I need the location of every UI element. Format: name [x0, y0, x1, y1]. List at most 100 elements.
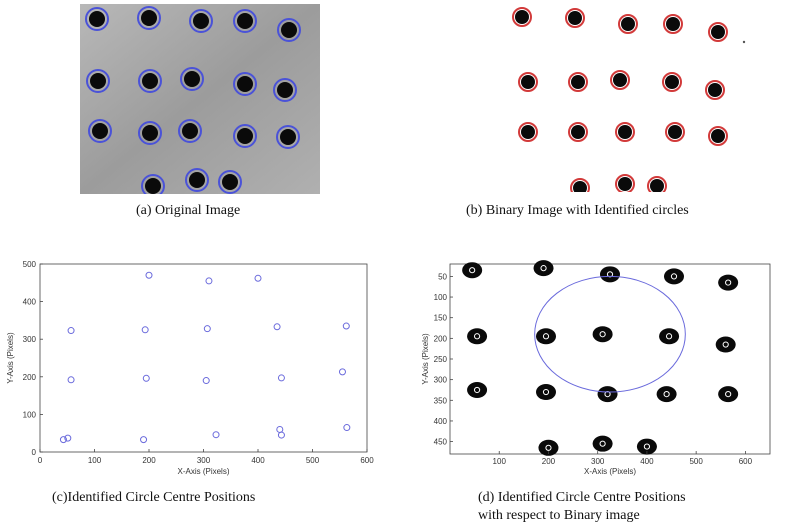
identified-circle-outline — [568, 122, 588, 142]
hole-blob — [193, 13, 209, 29]
centre-point — [205, 277, 213, 285]
binary-blob — [521, 75, 535, 89]
centre-marker — [604, 391, 611, 398]
binary-blob — [708, 83, 722, 97]
centre-marker — [545, 444, 552, 451]
hole-blob — [141, 10, 157, 26]
hole-blob — [237, 76, 253, 92]
centre-scatter-panel: 0 100 200 300 400 500 600 0 100 200 300 400 500 X-Axi… — [0, 252, 385, 482]
centre-point — [142, 374, 150, 382]
binary-blob — [665, 75, 679, 89]
binary-blob — [718, 274, 739, 291]
binary-blob — [711, 129, 725, 143]
caption-c: (c)Identified Circle Centre Positions — [52, 490, 256, 505]
caption-d-line2: with respect to Binary image — [478, 508, 640, 523]
binary-blob — [571, 125, 585, 139]
identified-circle-outline — [189, 9, 213, 33]
centre-marker — [540, 265, 547, 272]
centre-marker — [722, 341, 729, 348]
binary-blob — [600, 266, 620, 283]
x-tick-label: 600 — [360, 456, 374, 465]
binary-blob — [597, 386, 618, 403]
binary-blob — [592, 326, 613, 343]
binary-blob — [618, 177, 632, 191]
identified-circle-outline — [610, 70, 630, 90]
identified-circle-outline — [568, 72, 588, 92]
binary-blob — [666, 17, 680, 31]
x-tick-label: 300 — [591, 457, 605, 466]
hole-blob — [184, 71, 200, 87]
x-tick-label: 500 — [306, 456, 320, 465]
binary-blob — [467, 381, 488, 398]
hole-blob — [145, 178, 161, 194]
x-tick-label: 200 — [142, 456, 156, 465]
identified-circle-outline — [276, 125, 300, 149]
x-tick-label: 0 — [38, 456, 43, 465]
binary-blob — [650, 179, 664, 193]
x-tick-label: 400 — [640, 457, 654, 466]
identified-circle-outline — [273, 78, 297, 102]
binary-blob — [636, 438, 657, 455]
original-image-panel — [80, 4, 320, 198]
centre-marker — [542, 388, 550, 396]
caption-b: (b) Binary Image with Identified circles — [466, 203, 689, 218]
binary-blob — [462, 262, 483, 279]
y-tick-label: 450 — [434, 438, 448, 447]
centre-point — [202, 377, 210, 385]
x-tick-label: 500 — [689, 457, 703, 466]
y-axis-label: Y-Axis (Pixels) — [6, 332, 15, 384]
plot-frame — [39, 263, 368, 453]
identified-circle-outline — [185, 168, 209, 192]
centre-marker — [469, 267, 476, 274]
centre-point — [67, 376, 75, 384]
centre-marker — [643, 443, 651, 450]
centre-marker — [663, 391, 670, 398]
centre-overlay-chart: 100 200 300 400 500 600 50 100 150 200 250 300 350 40… — [421, 260, 771, 476]
binary-blob — [718, 386, 739, 403]
binary-blob — [613, 73, 627, 87]
centre-point — [338, 368, 346, 376]
identified-circle-outline — [615, 122, 635, 142]
hole-blob — [277, 82, 293, 98]
y-axis-label: Y-Axis (Pixels) — [421, 333, 430, 385]
binary-blob — [664, 268, 684, 285]
x-tick-label: 200 — [542, 457, 556, 466]
binary-blob — [711, 25, 725, 39]
centre-point — [59, 436, 67, 444]
hole-blob — [182, 123, 198, 139]
hole-blob — [281, 22, 297, 38]
y-tick-label: 150 — [434, 314, 448, 323]
noise-speck — [742, 40, 746, 44]
identified-circle-outline — [708, 126, 728, 146]
x-tick-label: 400 — [251, 456, 265, 465]
binary-blob — [618, 125, 632, 139]
identified-circle-outline — [178, 119, 202, 143]
x-tick-label: 100 — [88, 456, 102, 465]
centre-overlay-panel: 100 200 300 400 500 600 50 100 150 200 250 300 350 40… — [420, 258, 795, 482]
identified-circle-outline — [665, 122, 685, 142]
identified-circle-outline — [233, 9, 257, 33]
y-tick-label: 200 — [434, 334, 448, 343]
x-axis-label: X-Axis (Pixels) — [177, 467, 229, 476]
plot-frame — [449, 263, 771, 455]
centre-point — [67, 327, 75, 335]
y-tick-label: 300 — [434, 376, 448, 385]
centre-marker — [670, 273, 678, 280]
identified-circle-outline — [138, 69, 162, 93]
centre-marker — [599, 331, 606, 338]
hole-blob — [89, 11, 105, 27]
centre-marker — [725, 391, 732, 398]
identified-circle-outline — [512, 7, 532, 27]
binary-blob — [568, 11, 582, 25]
binary-blob — [668, 125, 682, 139]
centre-marker — [725, 279, 732, 286]
y-tick-label: 100 — [23, 410, 37, 419]
hole-blob — [90, 73, 106, 89]
binary-blob — [533, 260, 554, 277]
y-tick-label: 500 — [23, 260, 37, 269]
binary-image-panel — [500, 2, 760, 198]
hole-blob — [237, 128, 253, 144]
centre-point — [212, 431, 220, 439]
hole-blob — [142, 73, 158, 89]
identified-circle-outline — [233, 124, 257, 148]
